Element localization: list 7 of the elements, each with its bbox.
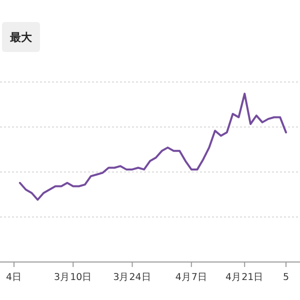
- x-tick-label: 3月24日: [113, 272, 152, 283]
- x-tick-label: 4日: [6, 272, 22, 283]
- x-tick-label: 5: [282, 272, 290, 283]
- x-tick-label: 4月21日: [226, 272, 264, 283]
- annotation: 最大: [2, 22, 40, 52]
- x-tick-label: 3月10日: [54, 272, 92, 283]
- x-tick-label: 4月7日: [175, 272, 208, 283]
